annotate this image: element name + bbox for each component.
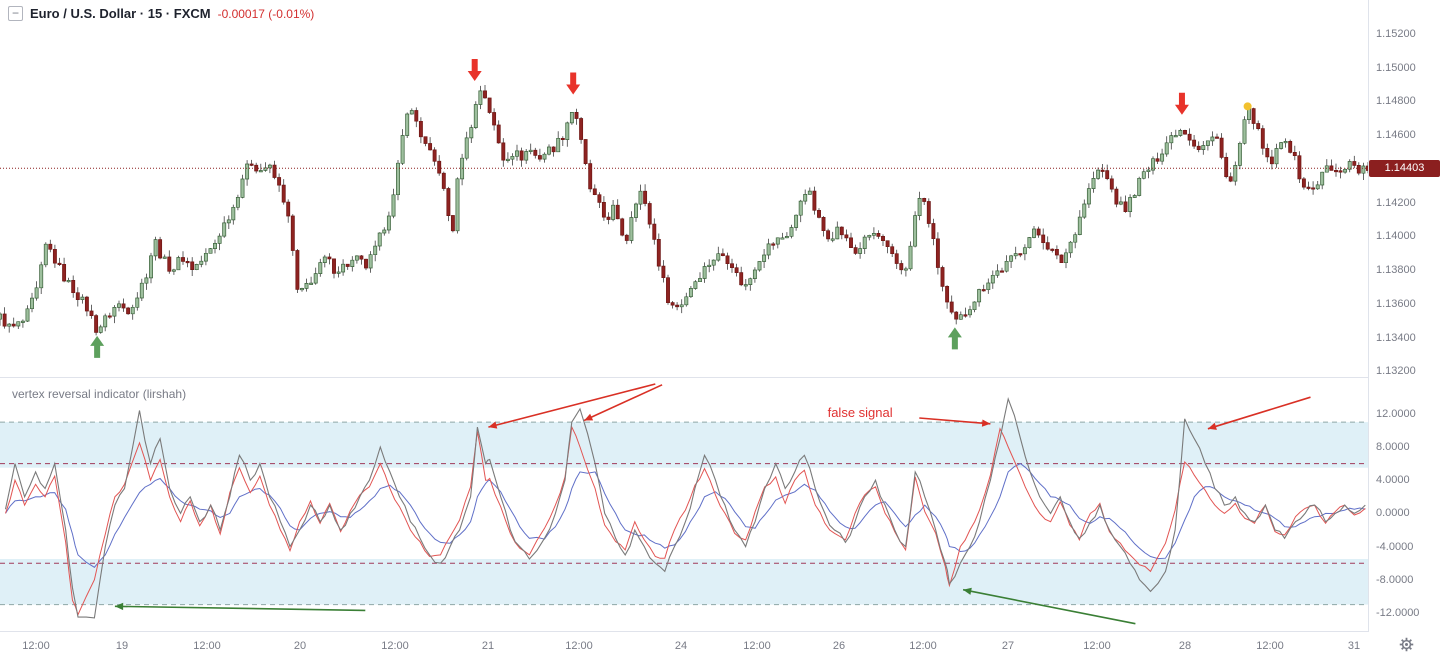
last-price-badge: 1.14403 (1369, 160, 1440, 177)
annotation-arrow-line (962, 588, 1136, 625)
annotation-arrow-line (114, 605, 366, 612)
candle-wicks (0, 85, 1368, 336)
annotation-arrow-head (488, 421, 498, 429)
indicator-axis-label: 4.0000 (1376, 474, 1410, 486)
price-chart-svg[interactable] (0, 0, 1368, 378)
indicator-axis-label: -4.0000 (1376, 541, 1414, 553)
time-axis-label: 12:00 (1256, 640, 1284, 652)
buy-signal-arrow-2 (947, 327, 962, 350)
time-axis-label: 12:00 (381, 640, 409, 652)
time-axis[interactable]: 12:00 19 12:00 20 12:00 21 12:00 24 12:00 26 12:00… (0, 632, 1368, 662)
price-axis-label: 1.14000 (1376, 230, 1416, 242)
price-axis[interactable]: 1.15200 1.15000 1.14800 1.14600 1.14200 1.140… (1368, 0, 1440, 662)
price-axis-label: 1.13400 (1376, 332, 1416, 344)
time-axis-label: 12:00 (1083, 640, 1111, 652)
buy-signal-arrow-1 (90, 335, 105, 358)
time-axis-label: 19 (115, 640, 129, 652)
annotation-arrow-line (919, 417, 991, 425)
annotation-arrow-head (584, 413, 594, 421)
price-axis-label: 1.15000 (1376, 62, 1416, 74)
indicator-axis-label: 0.0000 (1376, 507, 1410, 519)
threshold-band (0, 559, 1368, 605)
price-axis-label: 1.15200 (1376, 28, 1416, 40)
annotation-arrow-head (963, 587, 972, 595)
settings-gear-icon[interactable] (1399, 637, 1414, 652)
time-axis-label: 28 (1178, 640, 1192, 652)
time-axis-label: 21 (481, 640, 495, 652)
indicator-title: vertex reversal indicator (lirshah) (12, 387, 187, 401)
price-axis-label: 1.13600 (1376, 298, 1416, 310)
time-axis-label: 24 (674, 640, 688, 652)
indicator-line-slow (5, 463, 1366, 568)
time-axis-label: 12:00 (22, 640, 50, 652)
price-axis-label: 1.13800 (1376, 264, 1416, 276)
time-axis-label: 12:00 (909, 640, 937, 652)
time-axis-label: 27 (1001, 640, 1015, 652)
indicator-axis-label: -8.0000 (1376, 574, 1414, 586)
indicator-line-main (4, 396, 1366, 619)
annotation-arrow-line (488, 383, 656, 428)
time-axis-label: 26 (832, 640, 846, 652)
symbol-title[interactable]: Euro / U.S. Dollar · 15 · FXCM (30, 6, 211, 21)
time-axis-label: 12:00 (565, 640, 593, 652)
indicator-panel[interactable]: false signal (0, 379, 1368, 632)
indicator-svg[interactable]: false signal (0, 379, 1368, 632)
annotation-arrow-line (583, 384, 663, 422)
time-axis-label: 12:00 (743, 640, 771, 652)
symbol-legend: − Euro / U.S. Dollar · 15 · FXCM -0.0001… (8, 6, 314, 21)
axis-corner (1368, 632, 1440, 662)
sell-signal-arrow-1 (467, 59, 482, 81)
sell-signal-arrow-2 (566, 72, 581, 95)
price-axis-label: 1.14200 (1376, 197, 1416, 209)
price-axis-label: 1.13200 (1376, 365, 1416, 377)
price-chart-panel[interactable] (0, 0, 1368, 378)
pane-collapse-icon[interactable]: − (8, 6, 23, 21)
up-candles (0, 90, 1366, 333)
annotation-arrow-head (981, 419, 991, 427)
time-axis-label: 12:00 (193, 640, 221, 652)
false-signal-label: false signal (828, 405, 893, 420)
annotation-arrow-head (1207, 422, 1217, 430)
sell-signal-arrow-3 (1174, 92, 1189, 115)
price-change-label: -0.00017 (-0.01%) (217, 6, 315, 21)
time-axis-label: 31 (1347, 640, 1361, 652)
annotation-arrow-head (114, 602, 124, 611)
indicator-axis-label: 12.0000 (1376, 408, 1416, 420)
price-axis-label: 1.14600 (1376, 129, 1416, 141)
time-axis-label: 20 (293, 640, 307, 652)
price-axis-label: 1.14800 (1376, 95, 1416, 107)
threshold-band (0, 422, 1368, 468)
indicator-axis-label: 8.0000 (1376, 441, 1410, 453)
indicator-axis-label: -12.0000 (1376, 607, 1420, 619)
down-candles (2, 90, 1368, 333)
annotation-arrow-line (1207, 396, 1311, 430)
indicator-line-fast (5, 425, 1366, 616)
highlight-dot (1243, 102, 1252, 111)
